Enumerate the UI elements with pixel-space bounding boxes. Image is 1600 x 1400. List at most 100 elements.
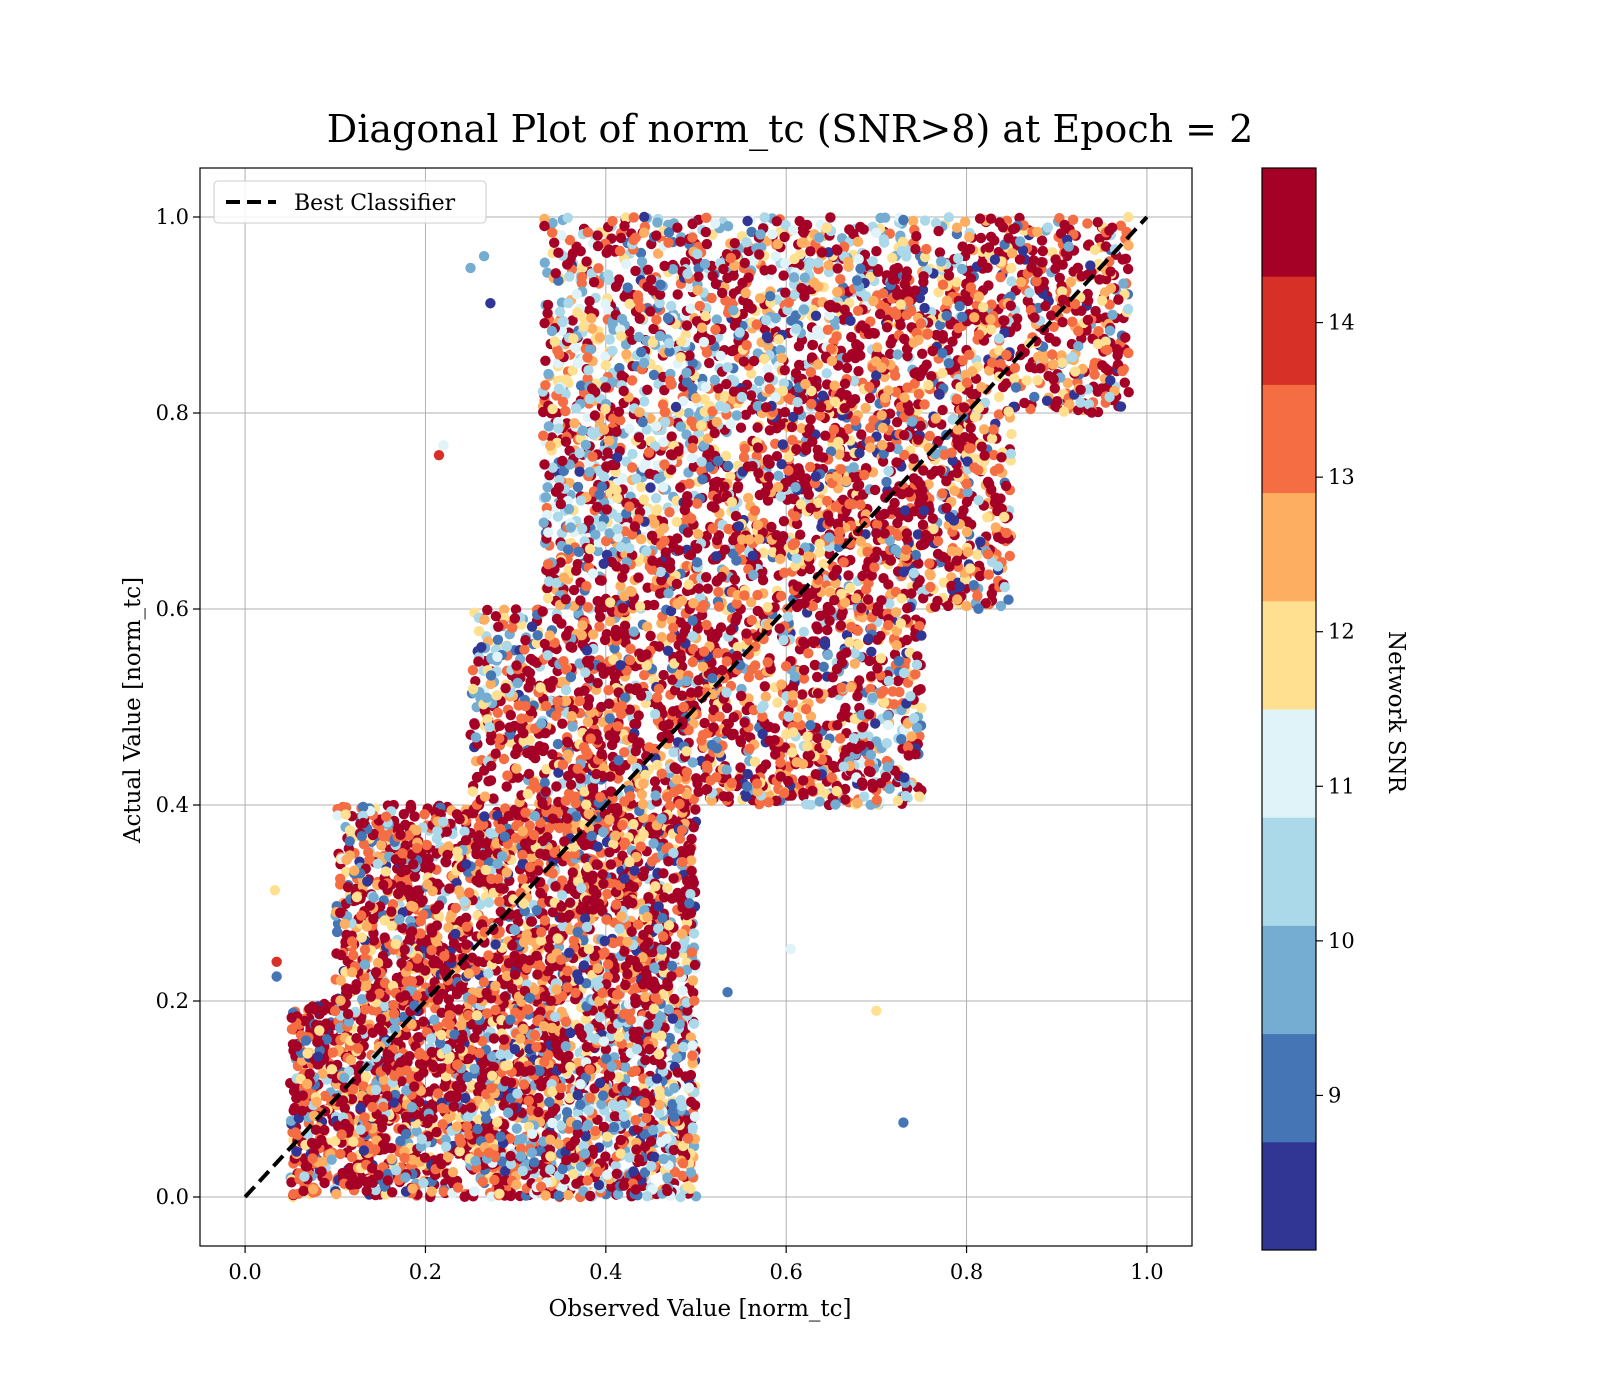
data-point (828, 760, 839, 772)
data-point (387, 1187, 398, 1198)
data-point (470, 841, 482, 852)
data-point (639, 1097, 650, 1108)
data-point (782, 611, 794, 622)
data-point (466, 1079, 477, 1091)
data-point (404, 1051, 415, 1062)
data-point (421, 839, 432, 851)
data-point (335, 949, 347, 961)
data-point (297, 1105, 308, 1117)
data-point (619, 837, 631, 848)
data-point (347, 967, 358, 978)
data-point (375, 1013, 387, 1025)
data-point (399, 944, 410, 955)
data-point (454, 814, 465, 825)
data-point (331, 1188, 342, 1200)
data-point (400, 1172, 411, 1183)
data-point (518, 1023, 529, 1035)
data-point (523, 1095, 534, 1107)
data-point (545, 1134, 556, 1145)
data-point (531, 1041, 542, 1053)
data-point (413, 1071, 424, 1082)
data-point (688, 1018, 700, 1029)
data-point (494, 720, 505, 731)
data-point (668, 873, 679, 884)
data-point (547, 813, 558, 824)
data-point (540, 1190, 551, 1201)
data-point (425, 1033, 437, 1044)
data-point (318, 1005, 329, 1016)
data-point (642, 621, 653, 632)
data-point (616, 911, 627, 922)
data-point (588, 884, 599, 896)
data-point (466, 994, 478, 1005)
data-point (356, 910, 367, 921)
data-point (459, 826, 470, 837)
data-point (552, 933, 563, 944)
data-point (521, 929, 532, 940)
data-point (535, 848, 546, 859)
data-point (567, 867, 578, 878)
data-point (351, 1033, 362, 1044)
data-point (661, 1133, 672, 1144)
data-point (582, 895, 593, 906)
data-point (432, 1088, 444, 1099)
data-point (601, 914, 612, 925)
data-point (411, 825, 422, 836)
data-point (291, 1041, 303, 1052)
data-point (802, 731, 813, 742)
data-point (622, 968, 633, 980)
data-point (528, 829, 540, 841)
data-point (367, 1027, 378, 1039)
data-point (650, 790, 661, 801)
data-point (488, 1033, 500, 1044)
data-point (312, 1051, 324, 1062)
data-point (304, 1068, 315, 1079)
chart-title: Diagonal Plot of norm_tc (SNR>8) at Epoc… (327, 107, 1254, 152)
data-point (474, 830, 485, 841)
data-point (454, 1043, 466, 1054)
data-point (638, 829, 649, 840)
data-point (479, 811, 490, 822)
data-point (453, 1004, 464, 1015)
data-point (432, 994, 443, 1005)
data-point (415, 928, 426, 939)
data-point (307, 1001, 318, 1012)
data-point (451, 1059, 463, 1071)
data-point (677, 857, 688, 868)
data-point (526, 1147, 538, 1158)
data-point (403, 887, 414, 898)
data-point (632, 961, 644, 973)
data-point (444, 1019, 456, 1030)
data-point (454, 1146, 465, 1157)
data-point (582, 1175, 593, 1186)
data-point (550, 1011, 561, 1022)
data-point (628, 1026, 639, 1038)
data-point (689, 995, 700, 1006)
data-point (563, 1190, 574, 1201)
data-point (615, 1134, 626, 1146)
data-point (376, 839, 387, 851)
data-point (629, 865, 640, 876)
data-point (406, 976, 418, 987)
data-point (645, 630, 656, 642)
data-point (390, 1165, 402, 1176)
data-point (353, 1043, 364, 1054)
data-point (602, 1169, 613, 1180)
data-point (340, 809, 351, 820)
data-point (443, 994, 455, 1005)
data-point (556, 912, 568, 923)
data-point (559, 836, 570, 847)
data-point (469, 1032, 480, 1044)
data-point (307, 1153, 318, 1164)
data-point (518, 1079, 530, 1090)
plot-area: 0.0 0.2 0.4 0.6 0.8 1.00.00.20.40.60.81.0Best… (156, 167, 1193, 1284)
data-point (441, 826, 452, 837)
data-point (486, 1082, 497, 1094)
data-point (547, 1117, 558, 1129)
data-point (487, 1070, 498, 1082)
data-point (592, 963, 603, 974)
data-point (356, 932, 367, 943)
data-point (380, 866, 391, 877)
data-point (460, 835, 472, 846)
data-point (852, 691, 863, 702)
